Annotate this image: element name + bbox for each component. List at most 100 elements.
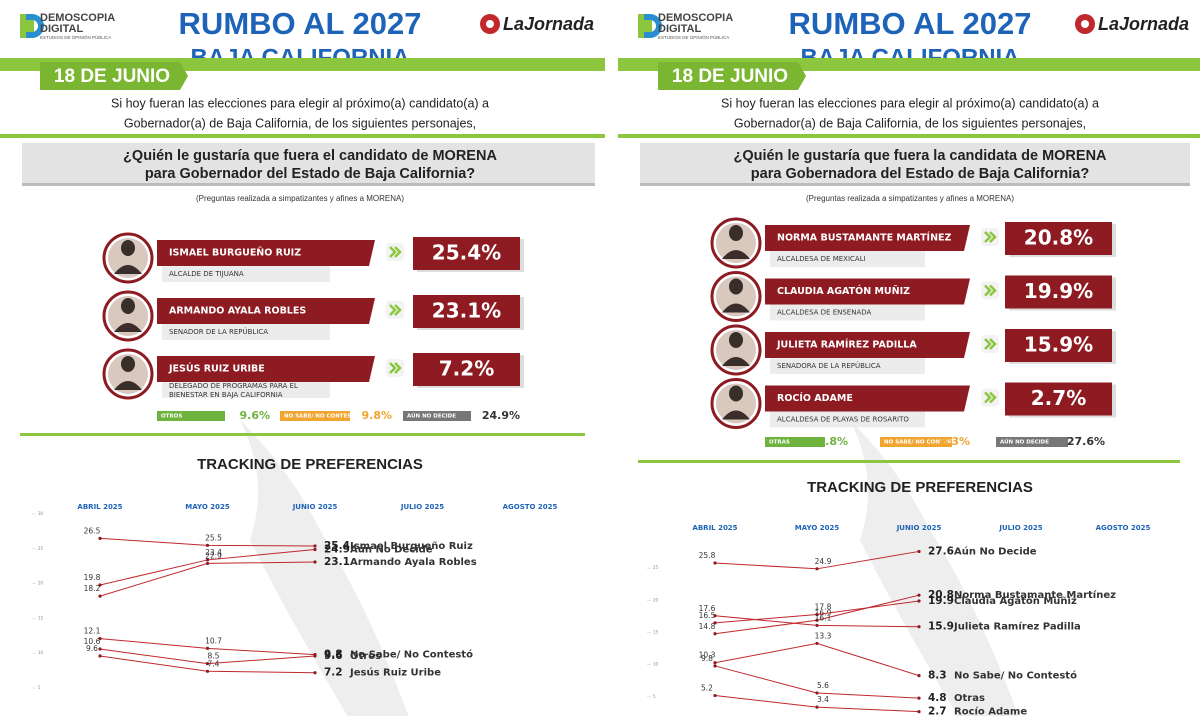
arrow-icon [389, 362, 402, 374]
logo-tagline: ESTUDIOS DE OPINIÓN PÚBLICA [40, 34, 111, 40]
series-name: No Sabe/ No Contestó [350, 649, 473, 661]
candidate-name: ROCÍO ADAME [777, 392, 853, 404]
note: (Preguntas realizada a simpatizantes y a… [196, 194, 404, 203]
y-tick-label: 20 [653, 597, 659, 602]
others-label-box [280, 411, 350, 421]
question-banner [640, 143, 1190, 185]
question-line: ¿Quién le gustaría que fuera la candidat… [733, 148, 1107, 164]
point [205, 646, 210, 650]
point-label: 8.5 [208, 652, 220, 661]
date-tab [658, 62, 806, 90]
end-value-label: 15.9 [928, 621, 954, 633]
point-label: 16.1 [815, 613, 832, 622]
name-bar [157, 298, 375, 324]
point-label: 18.2 [84, 584, 101, 593]
question-banner [22, 143, 595, 185]
others-label-box [880, 437, 952, 447]
point [313, 654, 317, 658]
point [713, 621, 717, 625]
point-label: 5.6 [817, 681, 829, 690]
date-tab [40, 62, 188, 90]
candidate-name: ISMAEL BURGUEÑO RUIZ [169, 248, 301, 259]
date: 18 DE JUNIO [672, 66, 788, 87]
point [815, 705, 819, 709]
logo-mark-d [26, 14, 44, 38]
candidate-name: ARMANDO AYALA ROBLES [169, 306, 306, 317]
brand: LaJornada [1098, 14, 1189, 34]
point [917, 599, 921, 603]
point [713, 664, 717, 668]
y-tick-label: 30 [38, 511, 44, 516]
point [917, 710, 921, 714]
series-name: Otras [954, 693, 985, 704]
others-label: NO SABE/ NO CONTESTÓ [284, 413, 360, 420]
logo-line1: DEMOSCOPIA [40, 12, 115, 24]
series-name: Claudia Agatón Muñiz [954, 595, 1077, 607]
logo-line1: DEMOSCOPIA [658, 12, 733, 24]
name-bar [157, 356, 375, 382]
others-label-box [765, 437, 825, 447]
point-label: 19.8 [84, 573, 101, 582]
series-name: Julieta Ramírez Padilla [953, 621, 1081, 633]
question-line: ¿Quién le gustaría que fuera el candidat… [123, 148, 497, 164]
point-label: 14.8 [699, 622, 716, 631]
series-name: Aún No Decide [350, 543, 433, 555]
arrow-icon [984, 338, 997, 350]
end-value-label: 2.7 [928, 706, 947, 716]
end-value-label: 8.3 [928, 670, 947, 682]
others-share: 4.8% [817, 435, 848, 448]
brand-icon-inner [1081, 20, 1089, 28]
photo [716, 383, 756, 424]
role-box [770, 409, 925, 428]
point-label: 17.8 [815, 602, 832, 611]
point [917, 625, 921, 629]
name-bar [765, 332, 970, 358]
point-label: 22.9 [205, 551, 222, 560]
value-box [413, 237, 520, 270]
others-label: AÚN NO DECIDE [1000, 439, 1049, 446]
candidate-name: CLAUDIA AGATÓN MUÑIZ [777, 285, 910, 297]
others-share: 24.9% [482, 409, 520, 422]
x-tick-label: AGOSTO 2025 [1096, 524, 1151, 532]
point [713, 661, 717, 665]
photo-figure [722, 278, 750, 313]
point [205, 669, 210, 673]
logo-mark-d [644, 14, 662, 38]
question-line: para Gobernadora del Estado de Baja Cali… [751, 166, 1090, 182]
role-box [162, 322, 330, 340]
point [917, 549, 921, 554]
point [713, 561, 717, 565]
x-tick-label: JULIO 2025 [400, 503, 444, 511]
others-share: 9.6% [239, 409, 270, 422]
photo [108, 238, 148, 278]
others-label: NO SABE/ NO CONTESTÓ [884, 439, 960, 446]
candidate-role: ALCALDESA DE PLAYAS DE ROSARITO [777, 416, 909, 424]
green-rule [638, 460, 1180, 463]
point-label: 16.5 [699, 611, 716, 620]
point [815, 691, 819, 695]
point [917, 696, 921, 700]
value-box [413, 295, 520, 328]
chart-title: TRACKING DE PREFERENCIAS [807, 479, 1033, 496]
photo [716, 276, 756, 317]
candidate-share: 23.1% [432, 299, 501, 323]
intro-line: Gobernador(a) de Baja California, de los… [734, 116, 1086, 130]
brand: LaJornada [503, 14, 594, 34]
point [313, 544, 317, 548]
name-bar [765, 278, 970, 305]
candidate-role: SENADORA DE LA REPÚBLICA [777, 361, 881, 370]
end-value-label: 9.8 [324, 649, 343, 661]
point-label: 26.5 [84, 526, 101, 535]
candidate-role: SENADOR DE LA REPÚBLICA [169, 327, 268, 336]
y-tick-label: 10 [653, 662, 659, 667]
role-box [162, 264, 330, 282]
name-bar [765, 385, 970, 412]
candidate-share: 20.8% [1024, 226, 1093, 250]
end-value-label: 19.9 [928, 595, 954, 607]
y-tick-label: 15 [653, 630, 659, 635]
point [98, 536, 102, 540]
